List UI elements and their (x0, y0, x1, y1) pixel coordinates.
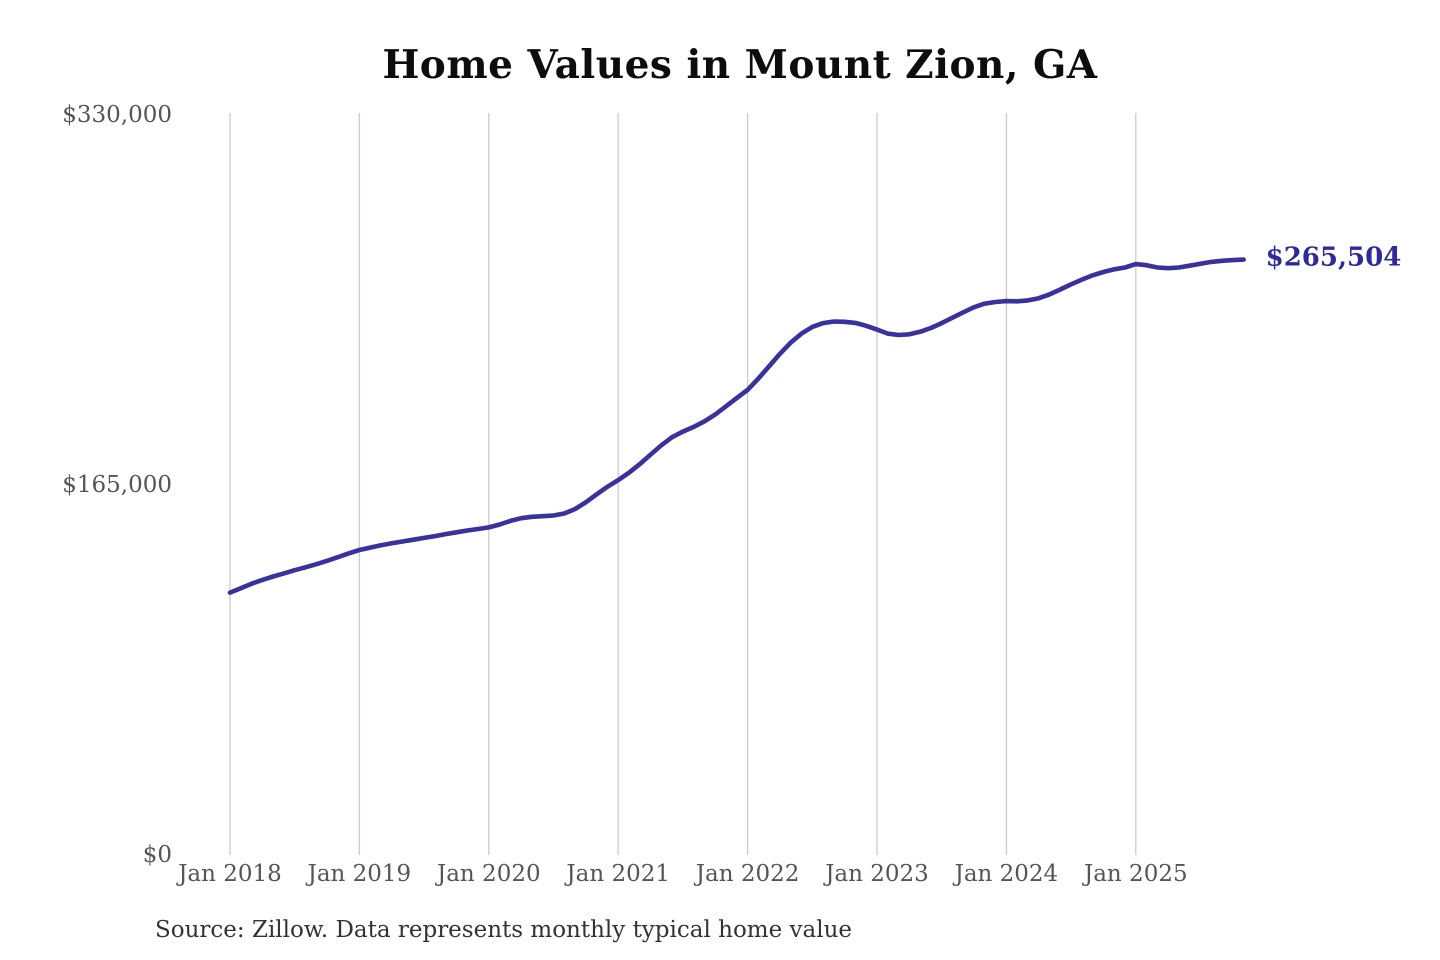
x-tick-label: Jan 2023 (823, 861, 929, 887)
y-tick-label: $165,000 (62, 472, 172, 498)
source-note: Source: Zillow. Data represents monthly … (155, 917, 853, 943)
home-value-line (227, 257, 1246, 595)
end-value-label: $265,504 (1266, 243, 1402, 273)
x-tick-label: Jan 2018 (176, 861, 282, 887)
x-tick-label: Jan 2019 (306, 861, 412, 887)
x-tick-label: Jan 2020 (435, 861, 541, 887)
x-tick-label: Jan 2024 (953, 861, 1059, 887)
x-tick-label: Jan 2022 (694, 861, 800, 887)
x-tick-label: Jan 2021 (564, 861, 670, 887)
y-tick-label: $0 (143, 842, 172, 868)
x-tick-label: Jan 2025 (1082, 861, 1188, 887)
chart-title: Home Values in Mount Zion, GA (382, 42, 1098, 88)
y-tick-label: $330,000 (62, 102, 172, 128)
